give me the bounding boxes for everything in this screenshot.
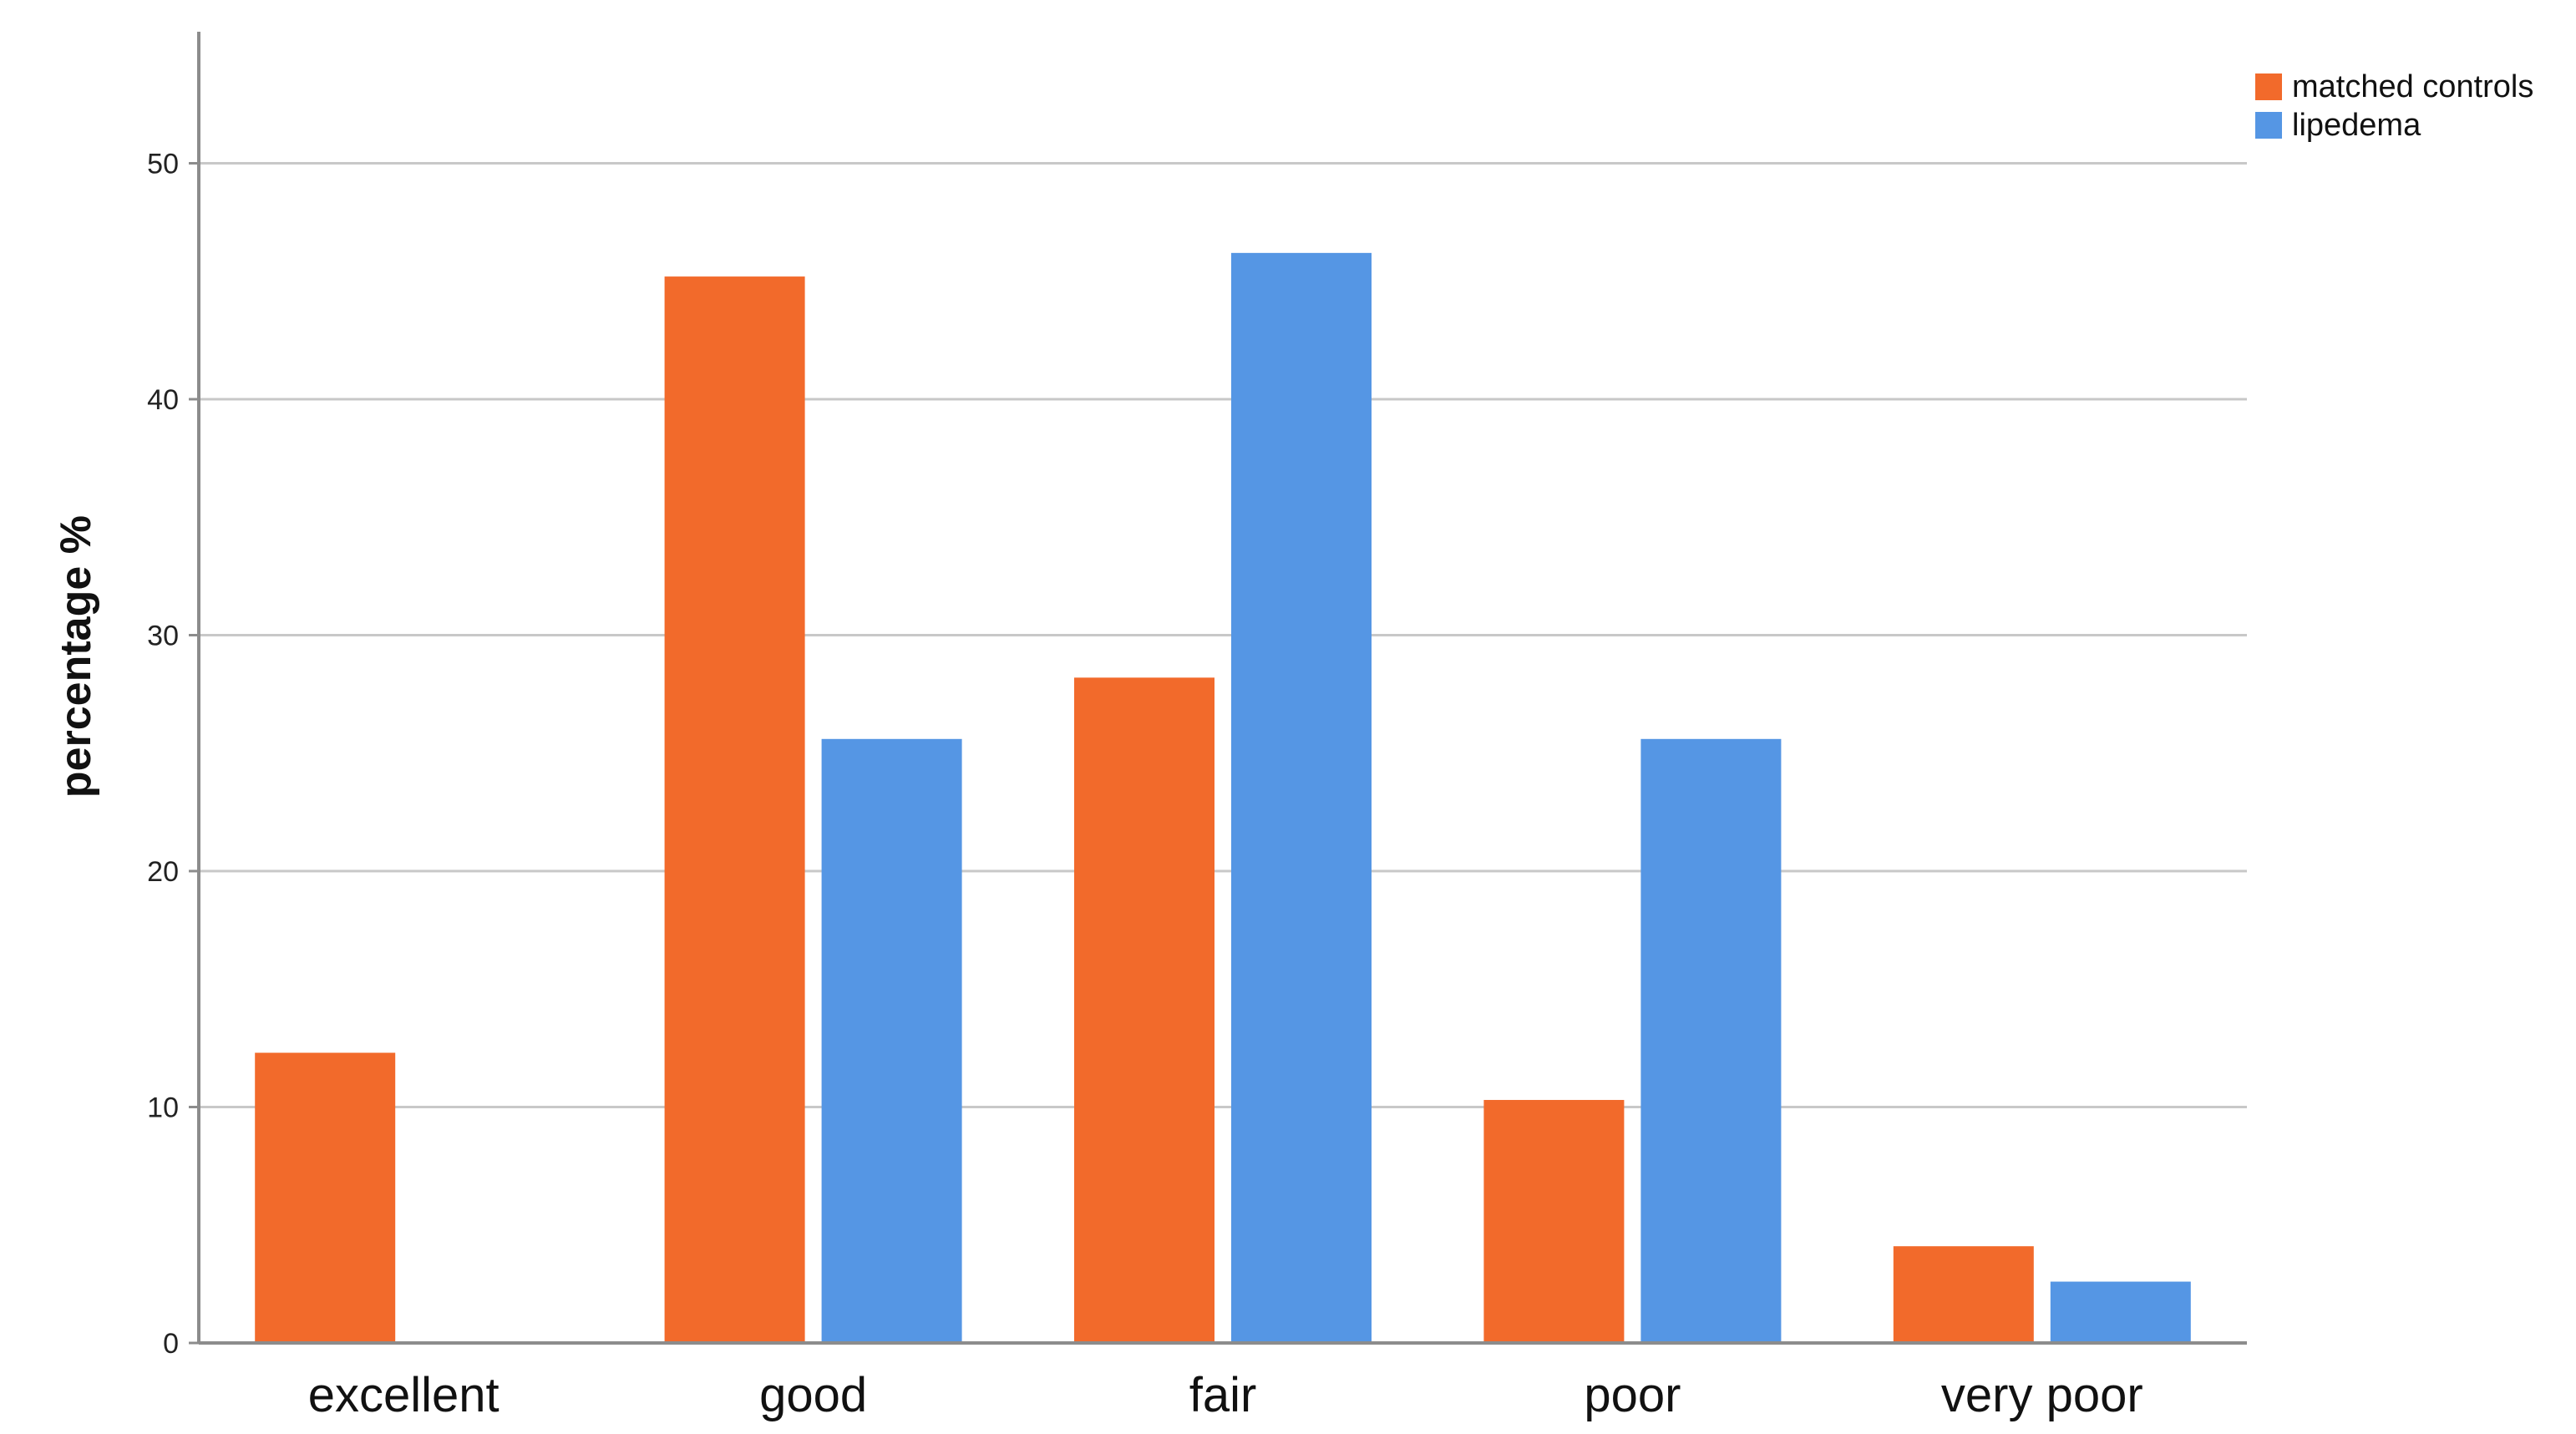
y-tick-label-20: 20: [147, 856, 179, 888]
y-tick-label-40: 40: [147, 384, 179, 416]
labels-layer: 0 10 20 30 40 50 excellent good fair poor very poo…: [52, 149, 2143, 1423]
bar-matched-controls-fair: [1074, 677, 1214, 1343]
grid-layer: [199, 162, 2247, 1108]
x-tick-label-excellent: excellent: [308, 1368, 499, 1422]
y-tick-label-10: 10: [147, 1092, 179, 1124]
legend-label-lipedema: lipedema: [2292, 108, 2421, 143]
bar-matched-controls-excellent: [255, 1052, 396, 1343]
y-tick-label-0: 0: [163, 1328, 179, 1360]
x-tick-label-good: good: [759, 1368, 867, 1422]
y-tick-label-50: 50: [147, 149, 179, 180]
x-tick-label-poor: poor: [1584, 1368, 1681, 1422]
legend-label-matched-controls: matched controls: [2292, 69, 2533, 104]
legend-swatch-matched-controls: [2255, 73, 2282, 100]
legend-swatch-lipedema: [2255, 112, 2282, 139]
bar-matched-controls-poor: [1483, 1100, 1625, 1343]
bar-matched-controls-very-poor: [1893, 1246, 2034, 1343]
bar-lipedema-fair: [1231, 252, 1372, 1344]
bar-matched-controls-good: [664, 276, 805, 1344]
y-tick-label-30: 30: [147, 621, 179, 652]
x-tick-label-fair: fair: [1189, 1368, 1257, 1422]
bars-layer: [255, 252, 2191, 1344]
y-axis-title: percentage %: [52, 515, 100, 798]
legend: matched controls lipedema: [2255, 69, 2533, 143]
x-tick-label-very-poor: very poor: [1941, 1368, 2143, 1422]
bar-lipedema-good: [821, 738, 962, 1343]
bar-lipedema-very-poor: [2050, 1281, 2191, 1343]
axes-layer: [189, 32, 2247, 1345]
bar-lipedema-poor: [1640, 738, 1782, 1343]
